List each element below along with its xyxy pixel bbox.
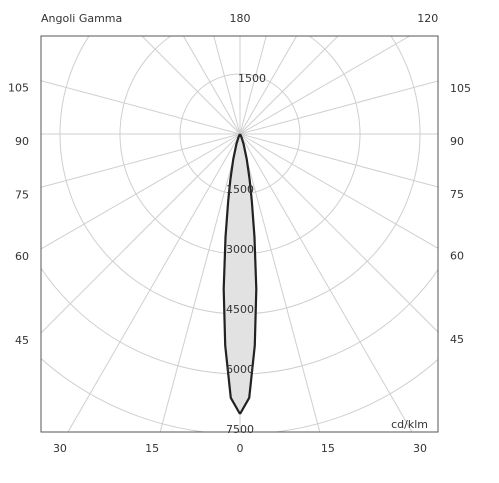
radial-grid [41, 80, 241, 135]
theta-tick-label: 60 [450, 249, 464, 262]
theta-tick-label: 180 [230, 12, 251, 25]
theta-tick-label: 105 [8, 82, 29, 95]
radial-grid [41, 133, 241, 334]
radial-grid [182, 36, 241, 135]
radial-grid [239, 133, 438, 188]
r-tick-label: 4500 [226, 303, 254, 316]
theta-tick-label: 0 [237, 442, 244, 455]
radial-grid [239, 36, 410, 135]
radial-grid [239, 80, 438, 135]
radial-grid [141, 36, 241, 135]
radial-grid [67, 133, 241, 432]
grid [41, 36, 438, 432]
unit-label: cd/klm [391, 418, 428, 431]
radial-grid [239, 133, 438, 249]
radial-grid [41, 133, 241, 250]
theta-tick-label: 120 [417, 12, 438, 25]
theta-tick-label: 45 [450, 333, 464, 346]
theta-tick-label: 15 [321, 442, 335, 455]
radial-grid [239, 36, 339, 135]
radial-grid [213, 36, 241, 135]
theta-tick-label: 90 [450, 135, 464, 148]
r-tick-label: 3000 [226, 243, 254, 256]
radial-grid [239, 133, 413, 432]
radial-grid [239, 36, 267, 135]
theta-tick-label: 90 [15, 135, 29, 148]
theta-tick-label: 105 [450, 82, 471, 95]
curve-fill [223, 134, 257, 414]
frame [40, 35, 439, 433]
theta-tick-label: 30 [413, 442, 427, 455]
radial-grid [239, 36, 298, 135]
theta-tick-label: 45 [15, 334, 29, 347]
theta-tick-label: 15 [145, 442, 159, 455]
curve-line [239, 133, 258, 415]
radial-grid [159, 133, 241, 432]
r-tick-label: 7500 [226, 423, 254, 436]
radial-grid [41, 133, 241, 188]
chart-title: Angoli Gamma [41, 12, 122, 25]
r-tick-label: 1500 [238, 72, 266, 85]
theta-tick-label: 60 [15, 250, 29, 263]
radial-grid [239, 133, 438, 333]
r-tick-label: 6000 [226, 363, 254, 376]
theta-tick-label: 75 [15, 188, 29, 201]
theta-tick-label: 30 [53, 442, 67, 455]
r-tick-label: 1500 [226, 183, 254, 196]
curve-line [222, 133, 241, 415]
radial-grid [239, 133, 321, 432]
theta-tick-label: 75 [450, 188, 464, 201]
